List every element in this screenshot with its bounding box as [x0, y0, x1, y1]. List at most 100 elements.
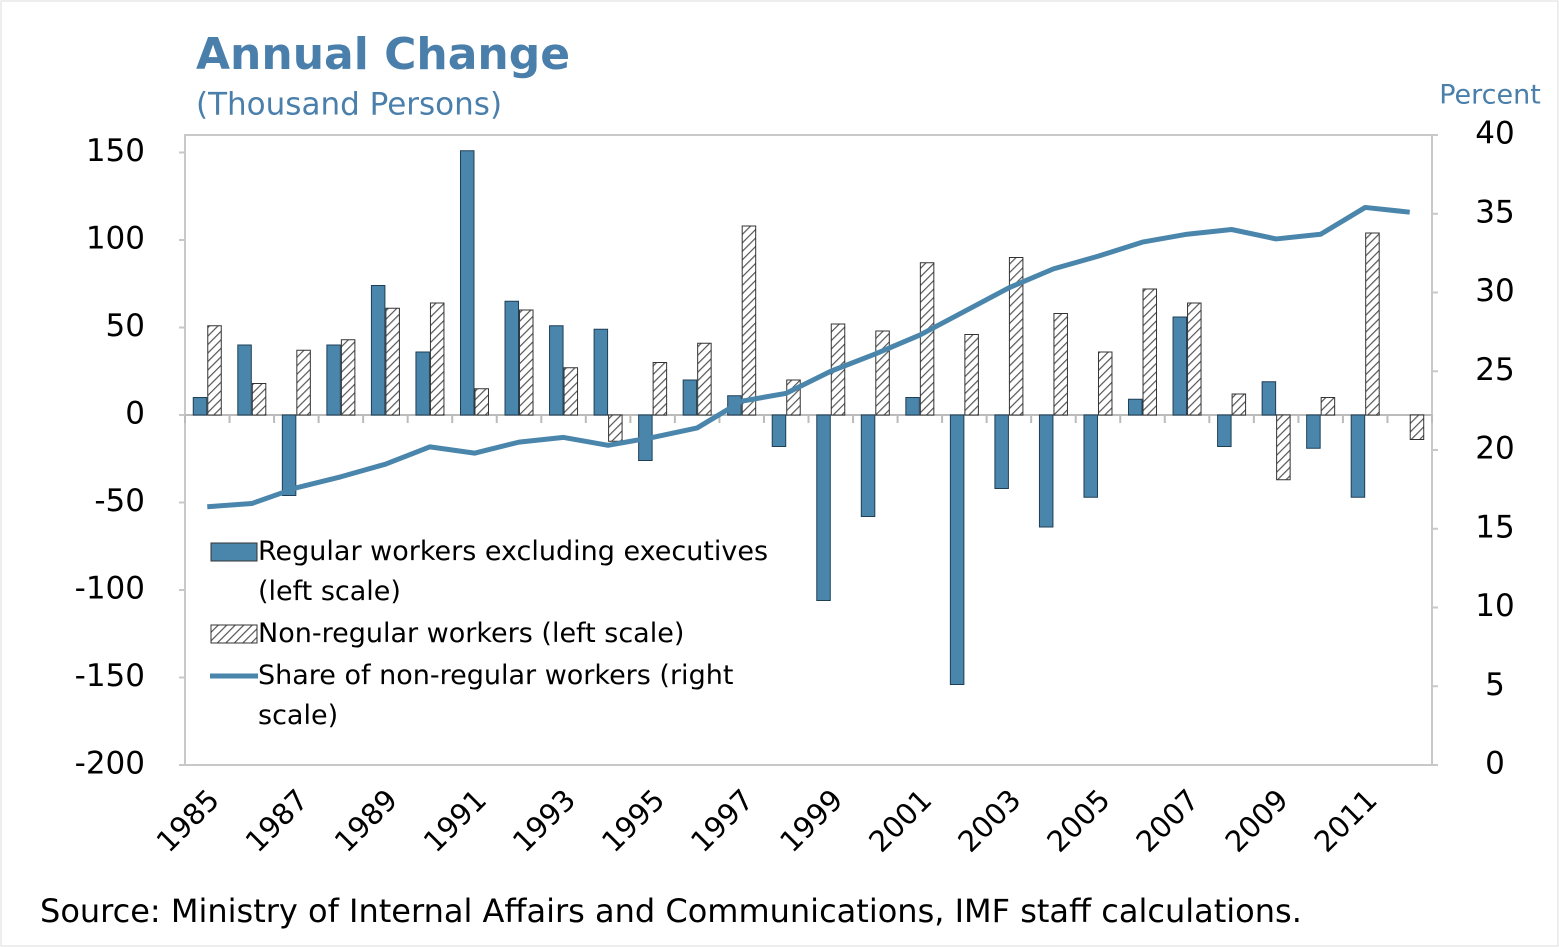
bar — [296, 349, 311, 416]
y2-tick-label: 10 — [1475, 588, 1514, 624]
x-tick-label: 2003 — [951, 783, 1027, 859]
bar — [1409, 414, 1425, 440]
y2-tick-label: 0 — [1485, 746, 1505, 782]
bar — [1053, 313, 1068, 416]
y2-tick-label: 30 — [1475, 273, 1514, 309]
bar — [1128, 398, 1143, 416]
legend-swatch — [210, 542, 258, 562]
bar — [919, 262, 935, 416]
bar — [593, 328, 609, 416]
legend-swatch — [210, 673, 258, 679]
bar — [905, 397, 920, 416]
bar — [1306, 414, 1321, 449]
bar — [429, 302, 445, 416]
line — [207, 204, 1410, 510]
bar — [994, 414, 1009, 489]
bar — [771, 414, 787, 447]
source-note: Source: Ministry of Internal Affairs and… — [40, 892, 1302, 930]
x-tick-label: 1989 — [328, 783, 404, 859]
bar — [1083, 414, 1098, 498]
bar — [281, 414, 297, 496]
y-tick-label: -50 — [94, 483, 145, 519]
y2-tick-label: 40 — [1475, 116, 1514, 152]
x-tick-label: 2001 — [862, 783, 938, 859]
legend-label: Non-regular workers (left scale) — [258, 618, 685, 649]
bar — [964, 334, 979, 416]
bar — [1172, 316, 1188, 416]
bar — [949, 414, 965, 685]
y-tick-label: 150 — [86, 133, 145, 169]
bar — [816, 414, 831, 601]
bar — [1142, 288, 1158, 416]
bar — [415, 351, 430, 416]
x-tick-label: 2007 — [1129, 783, 1205, 859]
chart-title: Annual Change — [196, 29, 570, 80]
bar — [459, 150, 475, 416]
x-tick-label: 1985 — [150, 783, 226, 859]
y2-tick-label: 20 — [1475, 431, 1514, 467]
bar — [549, 325, 564, 416]
x-tick-label: 1991 — [417, 783, 493, 859]
bar — [251, 383, 267, 416]
y-tick-label: 0 — [125, 396, 145, 432]
legend-item: Regular workers excluding executives (le… — [210, 532, 790, 612]
bar — [1187, 302, 1202, 416]
bar — [1350, 414, 1366, 498]
x-tick-label: 2009 — [1218, 783, 1294, 859]
chart-subtitle: (Thousand Persons) — [196, 87, 502, 123]
bar — [1365, 232, 1380, 416]
bar — [340, 339, 356, 416]
y2-tick-label: 25 — [1475, 352, 1514, 388]
bar — [519, 309, 534, 416]
bar — [1217, 414, 1232, 447]
bar — [1231, 393, 1247, 416]
bar — [652, 362, 668, 416]
y2-tick-label: 35 — [1475, 194, 1514, 230]
x-tick-label: 1993 — [506, 783, 582, 859]
legend-label: Regular workers excluding executives (le… — [258, 536, 769, 607]
bar — [860, 414, 876, 517]
bar — [1276, 414, 1291, 481]
y-tick-label: -150 — [75, 658, 145, 694]
x-tick-label: 1987 — [239, 783, 315, 859]
legend-swatch — [210, 624, 258, 644]
bar — [1097, 351, 1113, 416]
legend: Regular workers excluding executives (le… — [210, 532, 790, 738]
x-tick-label: 2005 — [1040, 783, 1116, 859]
y-tick-label: 50 — [106, 308, 145, 344]
legend-item: Non-regular workers (left scale) — [210, 614, 790, 654]
bar — [1038, 414, 1054, 528]
bar — [1261, 381, 1277, 416]
y2-axis-label: Percent — [1439, 80, 1541, 111]
y-tick-label: -100 — [75, 571, 145, 607]
bar — [1320, 397, 1336, 416]
bar — [192, 397, 208, 416]
x-tick-label: 1995 — [595, 783, 671, 859]
bar — [326, 344, 341, 416]
y-tick-label: 100 — [86, 221, 145, 257]
bar — [608, 414, 623, 442]
bar — [237, 344, 252, 416]
x-tick-label: 2011 — [1308, 783, 1384, 859]
bar — [682, 379, 698, 416]
x-tick-label: 1999 — [773, 783, 849, 859]
legend-box — [210, 624, 258, 644]
bar — [875, 330, 890, 416]
legend-box — [210, 542, 258, 562]
bar — [504, 300, 520, 416]
y2-tick-label: 5 — [1485, 667, 1505, 703]
bar — [207, 325, 222, 416]
bar — [741, 225, 757, 416]
y-tick-label: -200 — [75, 746, 145, 782]
bar — [563, 367, 579, 416]
legend-label: Share of non-regular workers (right scal… — [258, 660, 734, 731]
x-tick-label: 1997 — [684, 783, 760, 859]
bar — [1008, 257, 1024, 416]
bar — [370, 285, 386, 416]
legend-item: Share of non-regular workers (right scal… — [210, 656, 790, 736]
bar — [474, 388, 489, 416]
bar — [697, 342, 712, 416]
